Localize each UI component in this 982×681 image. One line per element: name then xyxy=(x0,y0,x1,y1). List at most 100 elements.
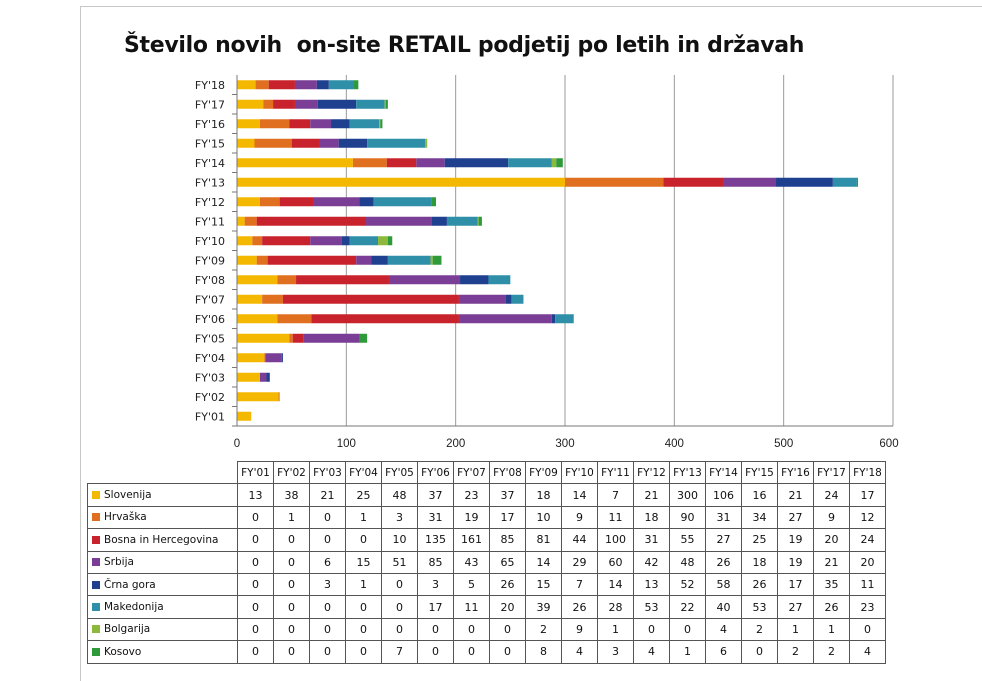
table-cell: 51 xyxy=(381,550,418,574)
table-cell: 31 xyxy=(633,528,670,552)
table-cell: 0 xyxy=(237,572,274,597)
table-cell: 0 xyxy=(237,550,274,574)
table-cell: 58 xyxy=(705,572,742,597)
bar-segment xyxy=(310,236,342,246)
table-column-header: FY'15 xyxy=(741,460,778,485)
table-cell: 38 xyxy=(273,483,310,507)
table-cell: 60 xyxy=(597,550,634,574)
table-cell: 26 xyxy=(813,595,850,619)
y-tick-label: FY'09 xyxy=(195,254,225,267)
table-cell: 34 xyxy=(741,505,778,530)
table-cell: 3 xyxy=(597,640,634,664)
table-cell: 53 xyxy=(633,595,670,619)
table-row: Slovenija 13 38 21 25 48 37 23 37 18 14 7 21 300 106 16… xyxy=(87,483,886,507)
legend-swatch xyxy=(92,535,100,544)
legend-label: Bosna in Hercegovina xyxy=(104,533,219,546)
bar-segment xyxy=(252,236,263,246)
bar-segment xyxy=(237,314,278,324)
table-cell: 0 xyxy=(309,505,346,530)
table-cell: 15 xyxy=(525,572,562,597)
bar-segment xyxy=(349,119,380,129)
table-cell: 9 xyxy=(561,617,598,642)
table-column-header: FY'06 xyxy=(417,460,454,485)
bar-segment xyxy=(264,353,266,363)
bar-segment xyxy=(551,314,556,324)
bar-segment xyxy=(341,236,350,246)
bar-segment xyxy=(237,119,260,129)
bar-segment xyxy=(551,158,557,168)
bar-segment xyxy=(478,216,482,226)
table-cell: 12 xyxy=(849,505,886,530)
bar-segment xyxy=(359,197,374,207)
bar-segment xyxy=(387,236,393,246)
bar-segment xyxy=(259,119,290,129)
table-column-header: FY'14 xyxy=(705,460,742,485)
table-column-header: FY'16 xyxy=(777,460,814,485)
y-tick-labels: FY'01 FY'02 FY'03 FY'04 FY'05 FY'06 FY'07 FY'08… xyxy=(195,79,225,424)
y-tick-label: FY'15 xyxy=(195,137,225,150)
table-cell: 31 xyxy=(417,505,454,530)
table-cell: 20 xyxy=(849,550,886,574)
bar-segment xyxy=(388,275,461,285)
bar-segment xyxy=(856,177,859,187)
table-cell: 13 xyxy=(237,483,274,507)
bar-segment xyxy=(511,294,524,304)
bar-segment xyxy=(237,392,279,402)
table-cell: 21 xyxy=(309,483,346,507)
table-cell: 24 xyxy=(813,483,850,507)
table-cell: 44 xyxy=(561,528,598,552)
table-cell: 1 xyxy=(345,505,382,530)
bar-segment xyxy=(256,255,268,265)
table-cell: 27 xyxy=(705,528,742,552)
bar-segment xyxy=(262,294,283,304)
bar-segment xyxy=(386,158,417,168)
table-cell: 9 xyxy=(813,505,850,530)
bar-segment xyxy=(291,138,319,148)
table-cell: 2 xyxy=(525,617,562,642)
chart-title: Število novih on-site RETAIL podjetij po… xyxy=(124,33,805,58)
table-cell: 0 xyxy=(417,640,454,664)
y-tick-label: FY'06 xyxy=(195,313,225,326)
bar-segment xyxy=(446,216,478,226)
bar-segment xyxy=(416,158,445,168)
bar-segment xyxy=(292,333,304,343)
x-tick-label: 300 xyxy=(555,438,574,450)
table-cell: 161 xyxy=(453,528,490,552)
bar-segment xyxy=(458,314,552,324)
table-cell: 21 xyxy=(813,550,850,574)
table-cell: 20 xyxy=(813,528,850,552)
table-cell: 19 xyxy=(453,505,490,530)
table-cell: 0 xyxy=(633,617,670,642)
table-cell: 0 xyxy=(273,550,310,574)
legend-entry: Srbija xyxy=(87,550,238,574)
bar-segment xyxy=(237,216,245,226)
bar-segment xyxy=(373,197,432,207)
table-cell: 0 xyxy=(417,617,454,642)
bar-segment xyxy=(237,294,263,304)
bar-segment xyxy=(262,236,311,246)
table-cell: 1 xyxy=(597,617,634,642)
table-cell: 90 xyxy=(669,505,706,530)
x-tick-label: 400 xyxy=(665,438,684,450)
table-cell: 2 xyxy=(777,640,814,664)
legend-swatch xyxy=(92,491,100,500)
table-cell: 0 xyxy=(273,617,310,642)
bar-segment xyxy=(352,158,387,168)
legend-label: Kosovo xyxy=(104,645,142,658)
bar-segment xyxy=(254,138,292,148)
frame-border-left xyxy=(80,6,81,681)
bar-segment xyxy=(256,216,367,226)
bar-segment xyxy=(237,255,257,265)
bar-segment xyxy=(296,275,389,285)
table-cell: 26 xyxy=(741,572,778,597)
table-row: Črna gora 0 0 3 1 0 3 5 26 15 7 14 13 52 58 26 17 35 11 xyxy=(87,572,886,597)
y-tick-label: FY'05 xyxy=(195,332,225,345)
bar-segment xyxy=(281,353,283,363)
table-cell: 8 xyxy=(525,640,562,664)
bar-segment xyxy=(356,99,385,109)
bar-segment xyxy=(430,255,433,265)
bar-segment xyxy=(359,333,368,343)
table-column-header: FY'18 xyxy=(849,460,886,485)
gridlines xyxy=(345,75,894,426)
table-cell: 300 xyxy=(669,483,706,507)
